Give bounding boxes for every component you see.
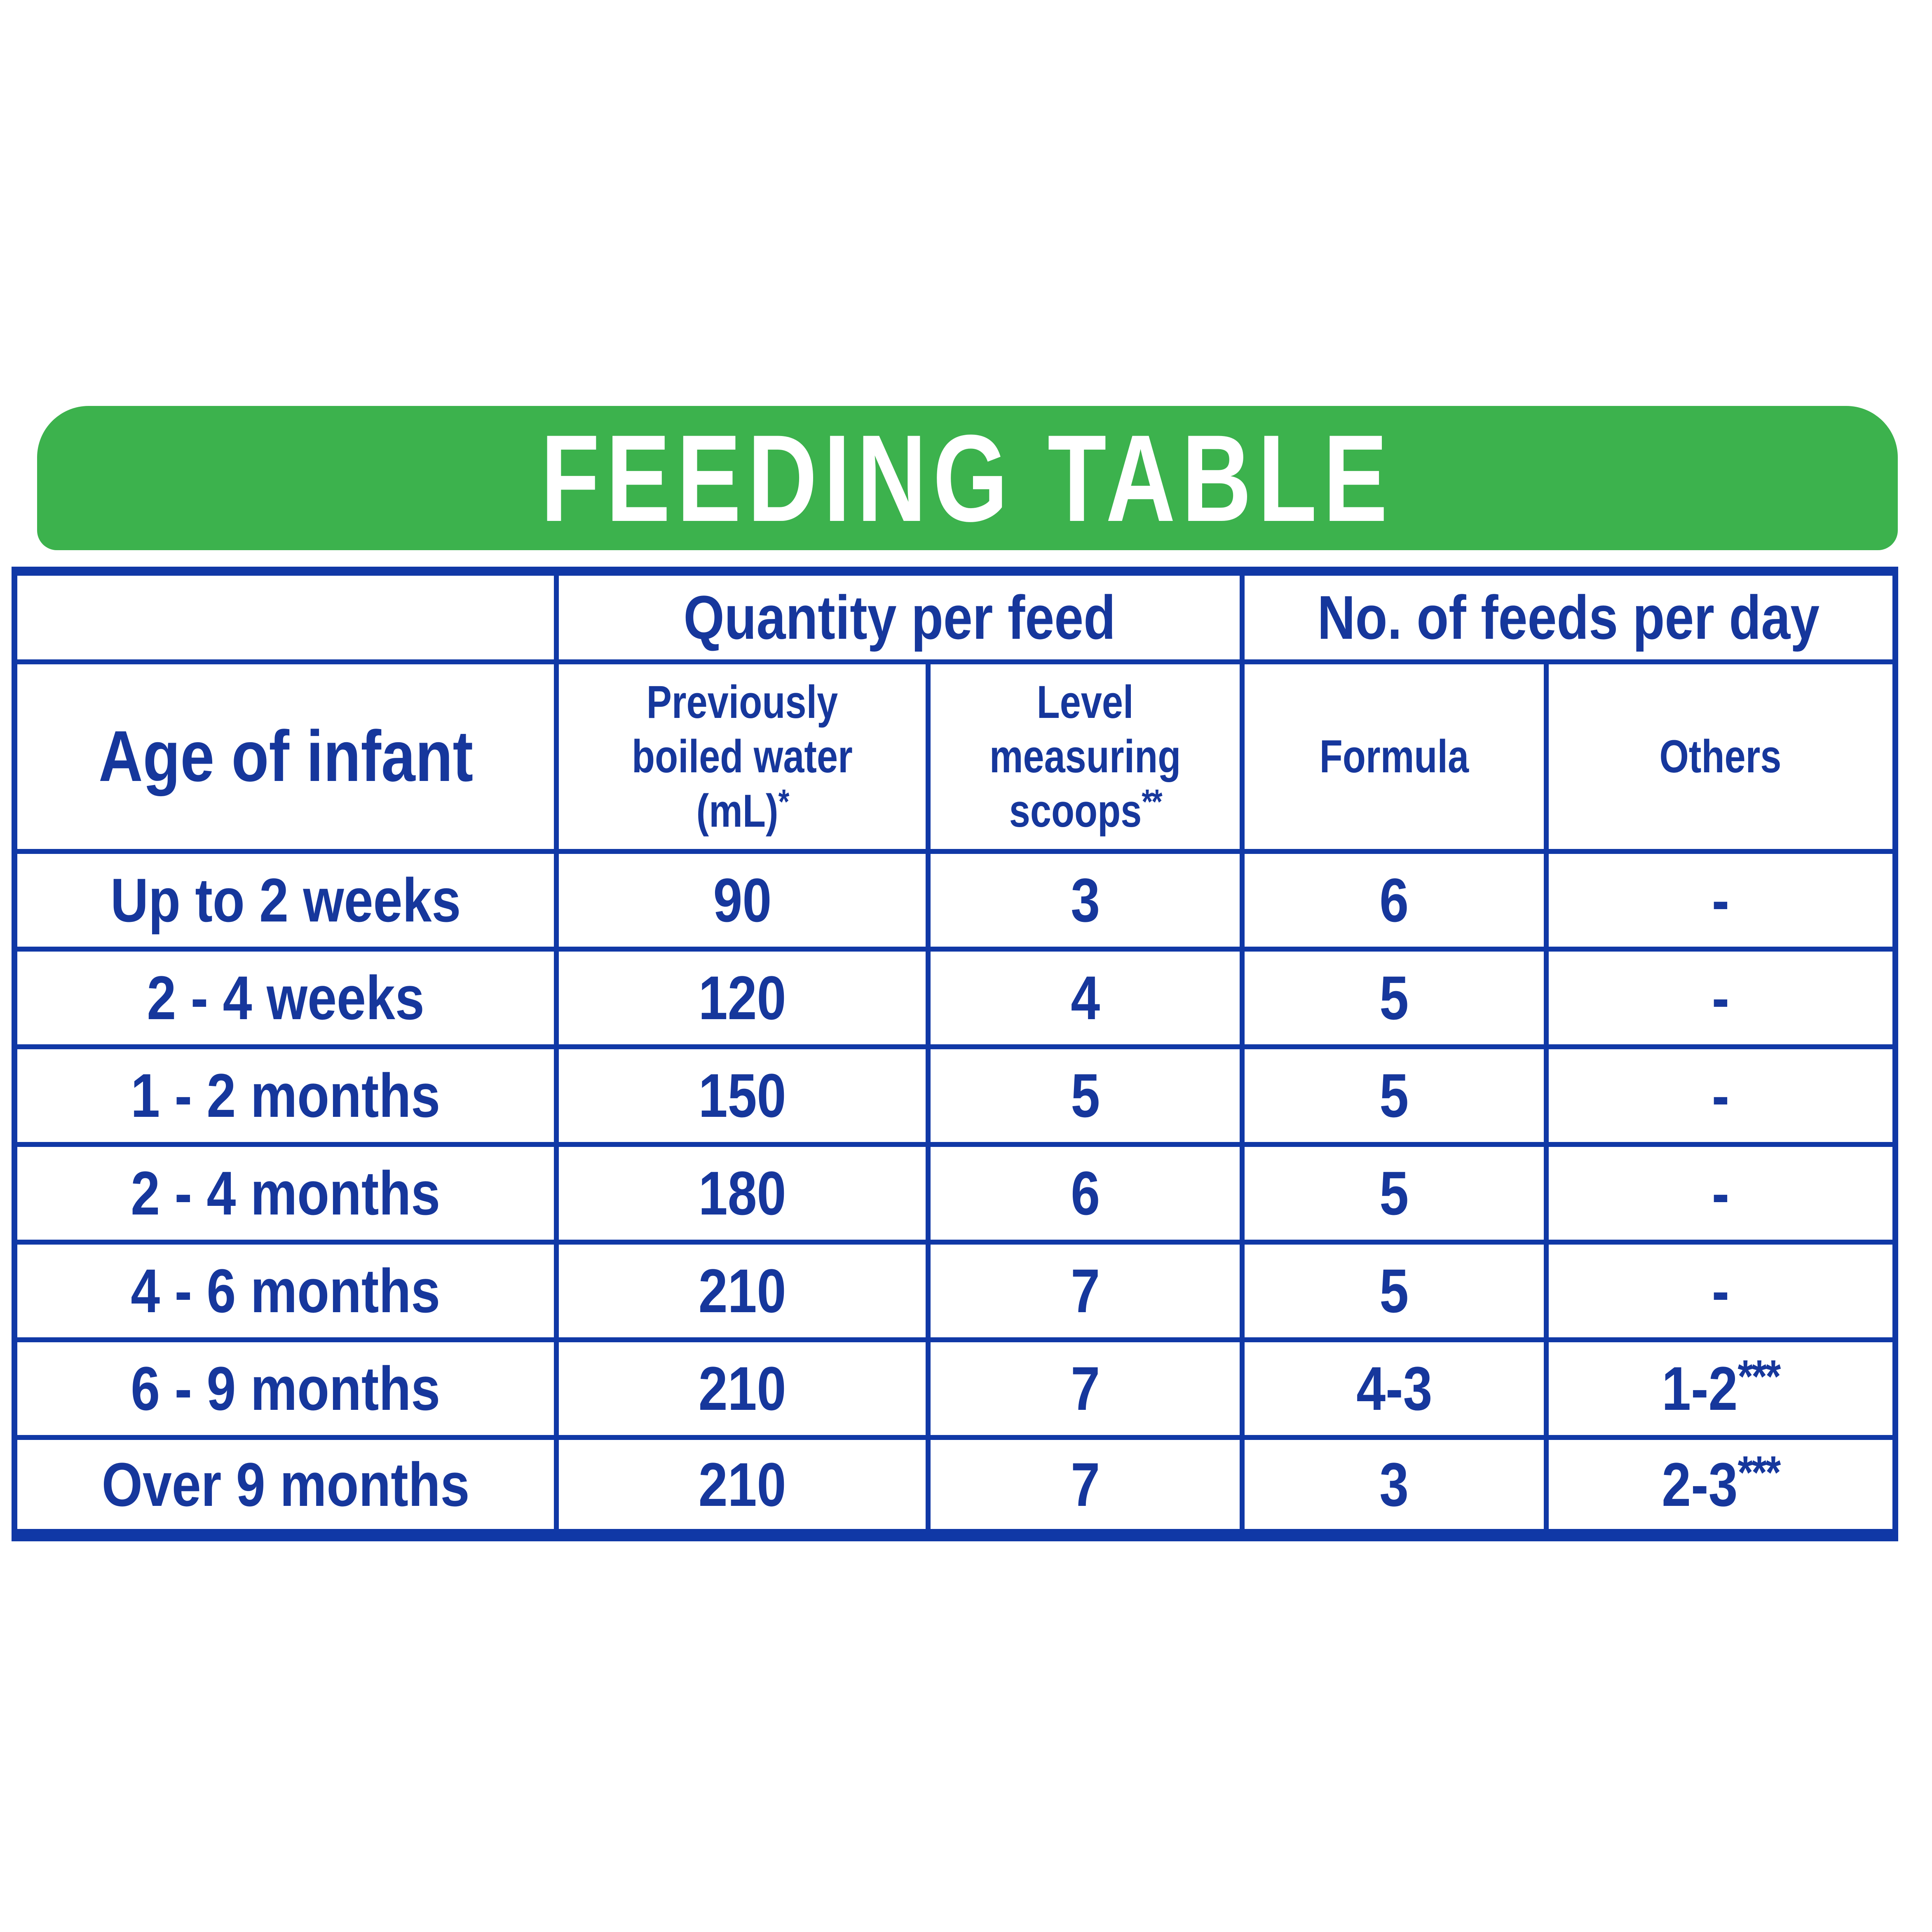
cell-age-value: 4 - 6 months — [131, 1256, 441, 1325]
group-header-feeds: No. of feeds per day — [1240, 569, 1898, 664]
cell-water: 210 — [554, 1240, 931, 1342]
cell-others-value: 1-2*** — [1662, 1350, 1781, 1423]
cell-scoops-value: 7 — [1070, 1449, 1100, 1519]
table-row: 2 - 4 months 180 6 5 - — [12, 1142, 1898, 1245]
col-header-water: Previously boiled water (mL)* — [554, 659, 931, 854]
cell-others: 2-3*** — [1543, 1435, 1898, 1538]
group-header-feeds-label: No. of feeds per day — [1317, 583, 1820, 652]
cell-age: 1 - 2 months — [12, 1044, 559, 1147]
cell-others-value: 2-3*** — [1662, 1446, 1781, 1519]
cell-age: 2 - 4 months — [12, 1142, 559, 1245]
table-row: Over 9 months 210 7 3 2-3*** — [12, 1435, 1898, 1538]
cell-age-value: 6 - 9 months — [131, 1354, 441, 1423]
cell-water-value: 90 — [713, 865, 772, 935]
cell-scoops-value: 4 — [1070, 963, 1100, 1032]
cell-scoops: 7 — [926, 1337, 1245, 1440]
cell-scoops: 7 — [926, 1435, 1245, 1538]
cell-water-value: 150 — [698, 1061, 786, 1130]
cell-age-value: 1 - 2 months — [131, 1061, 441, 1130]
cell-others: - — [1543, 947, 1898, 1049]
feeding-table: Quantity per feed No. of feeds per day A… — [12, 567, 1898, 1541]
cell-age-value: Over 9 months — [101, 1449, 470, 1519]
cell-age: 4 - 6 months — [12, 1240, 559, 1342]
table-row: Up to 2 weeks 90 3 6 - — [12, 849, 1898, 952]
cell-formula: 5 — [1240, 947, 1549, 1049]
cell-scoops: 5 — [926, 1044, 1245, 1147]
cell-formula: 5 — [1240, 1240, 1549, 1342]
cell-scoops-value: 5 — [1070, 1061, 1100, 1130]
cell-others-value: - — [1712, 963, 1730, 1032]
table-row: 1 - 2 months 150 5 5 - — [12, 1044, 1898, 1147]
cell-water: 210 — [554, 1435, 931, 1538]
feeding-table-title: FEEDING TABLE — [541, 409, 1394, 547]
cell-others: - — [1543, 1142, 1898, 1245]
col-header-age-label: Age of infant — [98, 716, 473, 797]
cell-formula: 3 — [1240, 1435, 1549, 1538]
cell-scoops: 4 — [926, 947, 1245, 1049]
cell-formula-value: 3 — [1379, 1449, 1409, 1519]
cell-formula-value: 5 — [1379, 1158, 1409, 1228]
col-header-formula-label: Formula — [1319, 730, 1469, 782]
cell-others-value: - — [1712, 865, 1730, 935]
cell-formula-value: 5 — [1379, 963, 1409, 1032]
cell-formula-value: 4-3 — [1356, 1354, 1433, 1423]
feeding-table-wrap: Quantity per feed No. of feeds per day A… — [12, 567, 1898, 1541]
cell-others: - — [1543, 849, 1898, 952]
table-row: 6 - 9 months 210 7 4-3 1-2*** — [12, 1337, 1898, 1440]
cell-age: Over 9 months — [12, 1435, 559, 1538]
group-header-row: Quantity per feed No. of feeds per day — [12, 569, 1898, 664]
col-header-water-label: Previously boiled water (mL)* — [632, 676, 853, 837]
cell-water: 210 — [554, 1337, 931, 1440]
cell-formula-value: 6 — [1379, 865, 1409, 935]
cell-age: 2 - 4 weeks — [12, 947, 559, 1049]
cell-scoops-value: 7 — [1070, 1354, 1100, 1423]
cell-formula: 5 — [1240, 1044, 1549, 1147]
cell-water: 90 — [554, 849, 931, 952]
column-header-row: Age of infant Previously boiled water (m… — [12, 659, 1898, 854]
cell-age: 6 - 9 months — [12, 1337, 559, 1440]
cell-others-value: - — [1712, 1061, 1730, 1130]
cell-age-value: 2 - 4 weeks — [147, 963, 424, 1032]
table-row: 4 - 6 months 210 7 5 - — [12, 1240, 1898, 1342]
cell-others-value: - — [1712, 1256, 1730, 1325]
cell-formula: 5 — [1240, 1142, 1549, 1245]
cell-scoops-value: 7 — [1070, 1256, 1100, 1325]
cell-age-value: 2 - 4 months — [131, 1158, 441, 1228]
col-header-age: Age of infant — [12, 659, 559, 854]
col-header-scoops-label: Level measuring scoops** — [989, 676, 1181, 837]
cell-water: 120 — [554, 947, 931, 1049]
cell-water-value: 120 — [698, 963, 786, 1032]
cell-formula-value: 5 — [1379, 1061, 1409, 1130]
col-header-formula: Formula — [1240, 659, 1549, 854]
cell-scoops: 6 — [926, 1142, 1245, 1245]
cell-scoops-value: 6 — [1070, 1158, 1100, 1228]
cell-formula: 6 — [1240, 849, 1549, 952]
cell-formula: 4-3 — [1240, 1337, 1549, 1440]
col-header-others-label: Others — [1659, 730, 1782, 782]
cell-water: 180 — [554, 1142, 931, 1245]
cell-age: Up to 2 weeks — [12, 849, 559, 952]
cell-water-value: 180 — [698, 1158, 786, 1228]
corner-empty-cell — [12, 569, 559, 664]
table-row: 2 - 4 weeks 120 4 5 - — [12, 947, 1898, 1049]
cell-others: - — [1543, 1044, 1898, 1147]
cell-water: 150 — [554, 1044, 931, 1147]
col-header-scoops: Level measuring scoops** — [926, 659, 1245, 854]
cell-water-value: 210 — [698, 1256, 786, 1325]
cell-water-value: 210 — [698, 1449, 786, 1519]
cell-others-value: - — [1712, 1158, 1730, 1228]
cell-formula-value: 5 — [1379, 1256, 1409, 1325]
cell-others: 1-2*** — [1543, 1337, 1898, 1440]
group-header-quantity: Quantity per feed — [554, 569, 1245, 664]
cell-scoops: 3 — [926, 849, 1245, 952]
cell-others: - — [1543, 1240, 1898, 1342]
cell-scoops: 7 — [926, 1240, 1245, 1342]
cell-scoops-value: 3 — [1070, 865, 1100, 935]
cell-age-value: Up to 2 weeks — [110, 865, 461, 935]
group-header-quantity-label: Quantity per feed — [683, 583, 1116, 652]
cell-water-value: 210 — [698, 1354, 786, 1423]
col-header-others: Others — [1543, 659, 1898, 854]
feeding-table-banner: FEEDING TABLE — [37, 406, 1898, 550]
